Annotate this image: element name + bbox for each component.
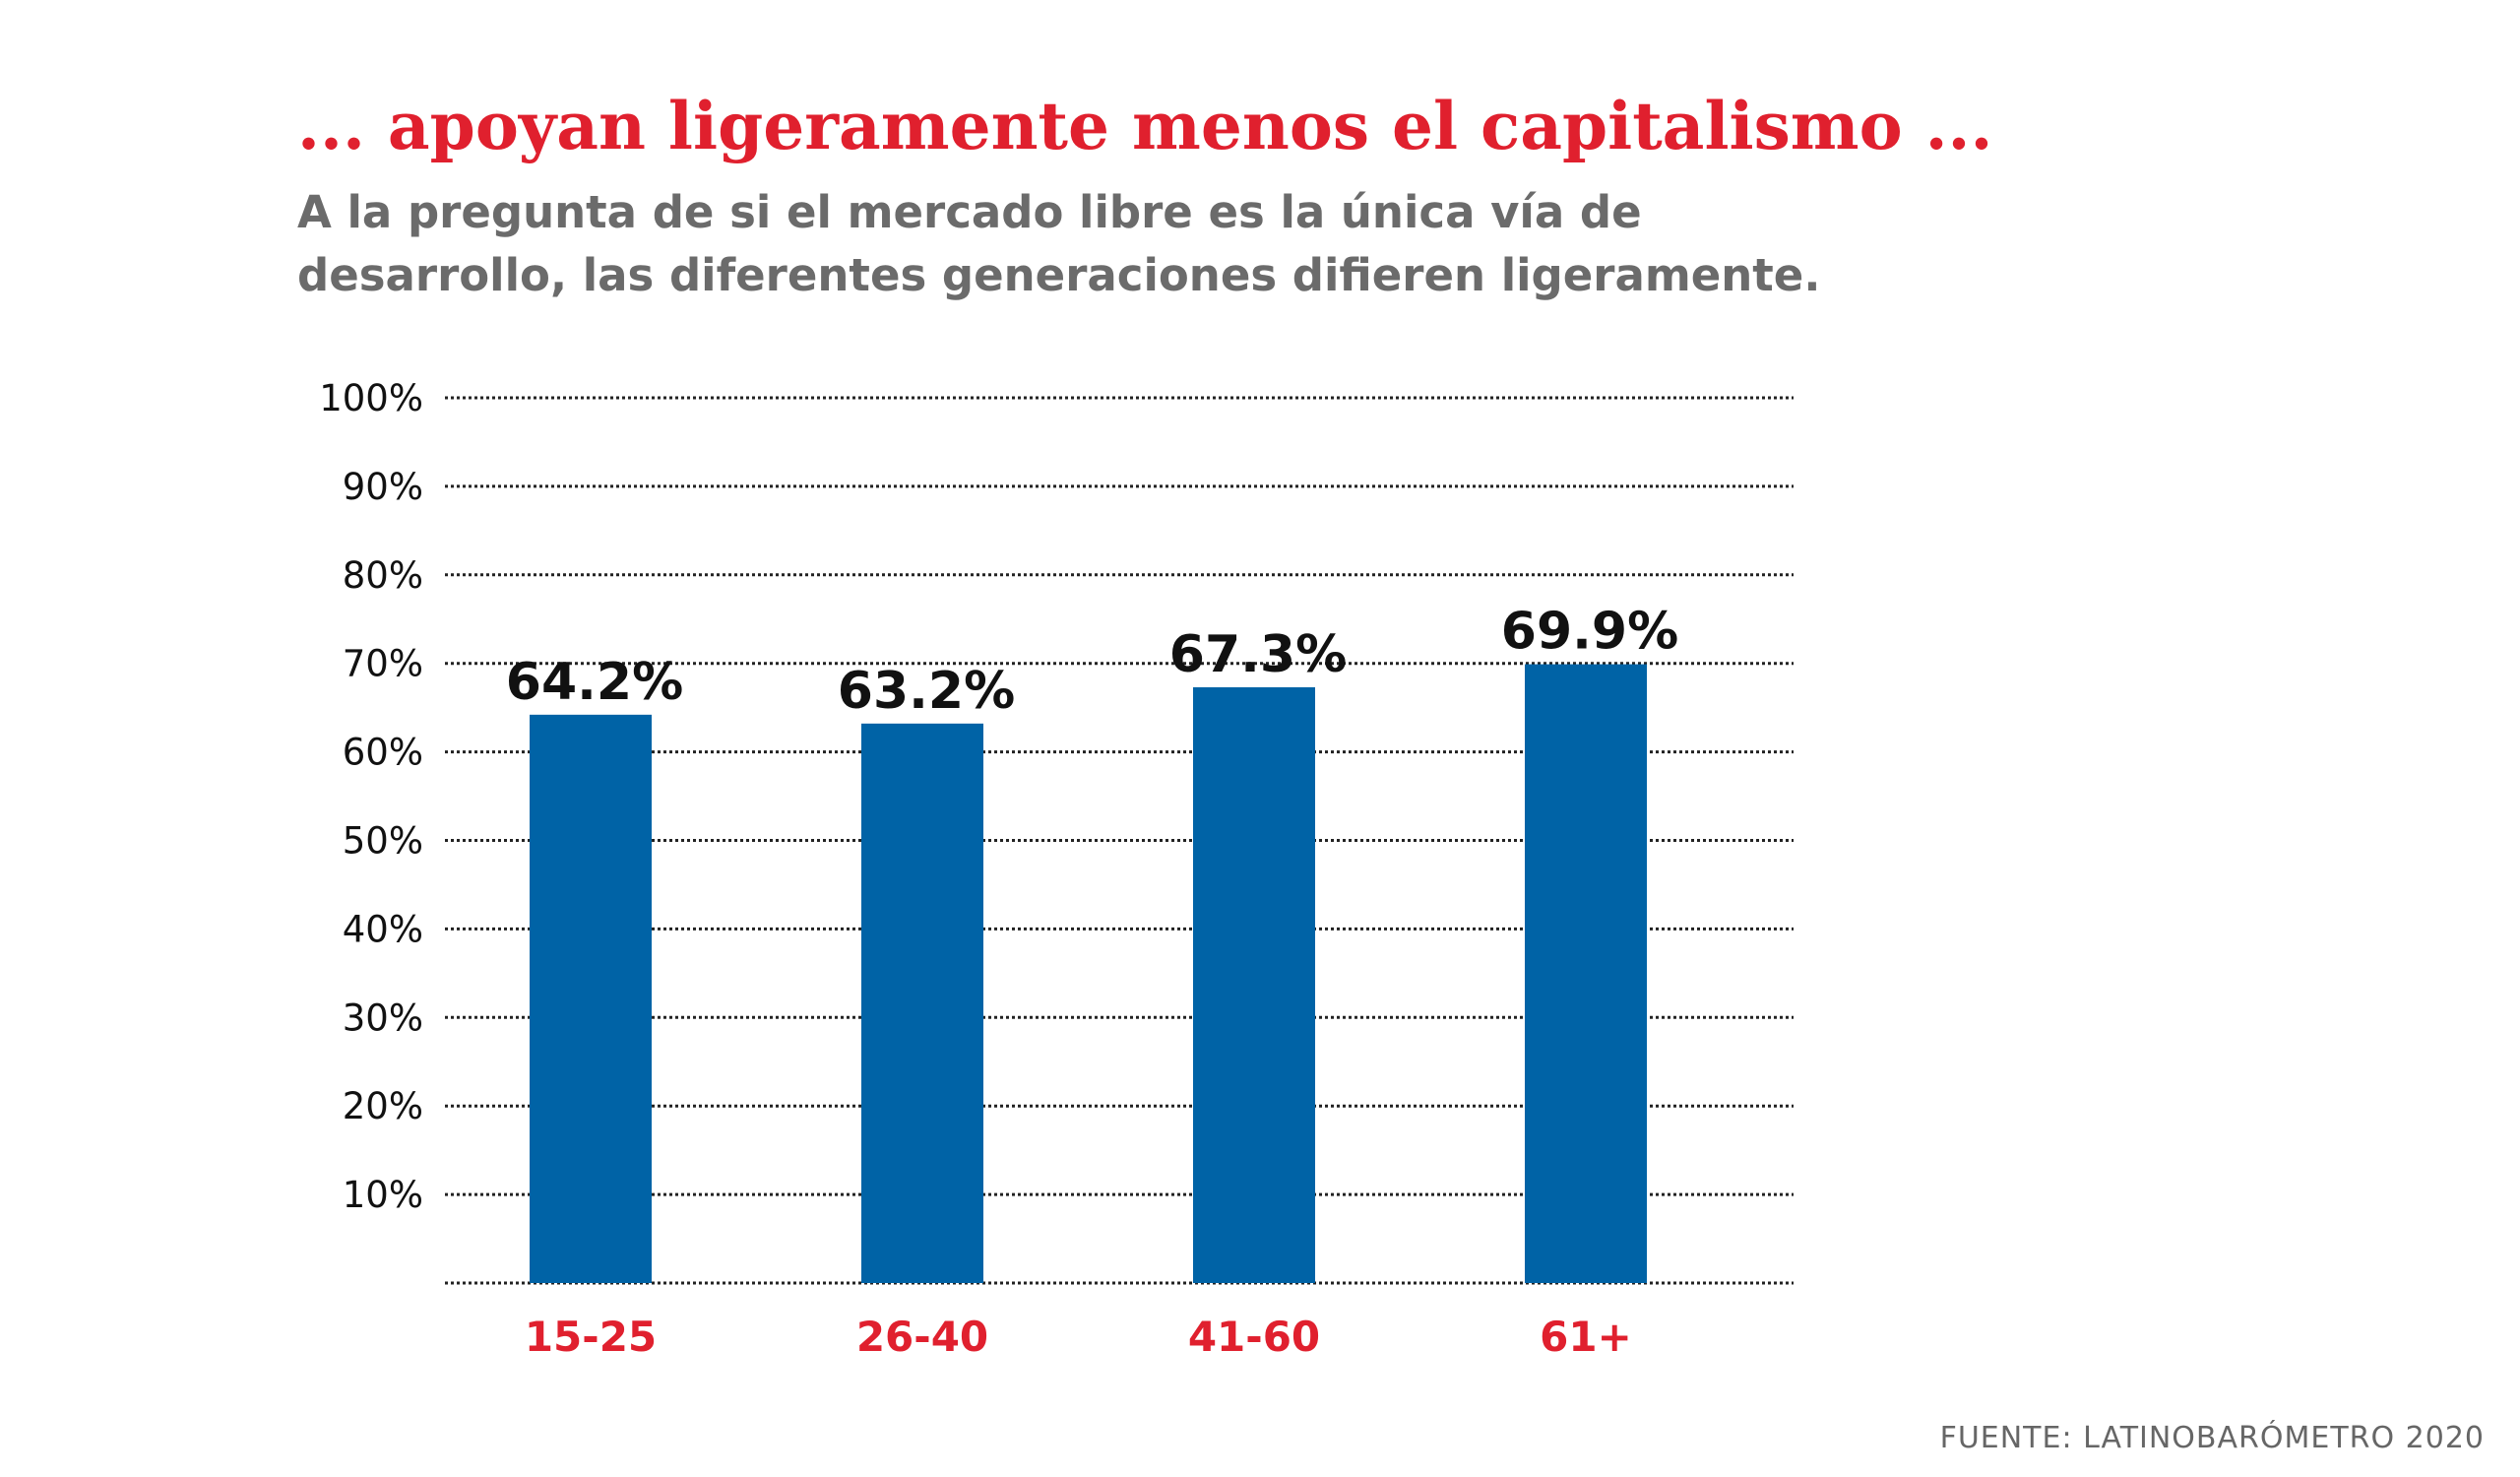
chart-title: ... apoyan ligeramente menos el capitali… bbox=[297, 88, 1993, 164]
bar bbox=[530, 714, 652, 1283]
value-labels: 64.2% 63.2% 67.3% 69.9% bbox=[506, 603, 1678, 721]
x-tick-label: 26-40 bbox=[856, 1313, 988, 1361]
x-tick-label: 41-60 bbox=[1188, 1313, 1320, 1361]
bar bbox=[1193, 686, 1315, 1283]
y-axis-tick-labels: 10% 20% 30% 40% 50% 60% 70% 80% 90% 100% bbox=[319, 377, 423, 1216]
y-tick-label: 10% bbox=[343, 1174, 423, 1216]
y-tick-label: 80% bbox=[343, 554, 423, 597]
value-label: 64.2% bbox=[506, 653, 683, 712]
value-label: 63.2% bbox=[838, 662, 1015, 721]
y-tick-label: 40% bbox=[343, 908, 423, 950]
bar bbox=[861, 723, 983, 1283]
value-label: 67.3% bbox=[1169, 625, 1347, 684]
y-tick-label: 90% bbox=[343, 466, 423, 508]
bars bbox=[530, 664, 1647, 1283]
value-label: 69.9% bbox=[1501, 603, 1678, 662]
y-tick-label: 20% bbox=[343, 1085, 423, 1127]
y-tick-label: 70% bbox=[343, 643, 423, 685]
bar bbox=[1525, 664, 1647, 1283]
y-tick-label: 50% bbox=[343, 820, 423, 863]
chart-subtitle: A la pregunta de si el mercado libre es … bbox=[297, 186, 1821, 301]
y-tick-label: 60% bbox=[343, 732, 423, 774]
y-tick-label: 100% bbox=[319, 377, 423, 419]
x-tick-label: 15-25 bbox=[525, 1313, 657, 1361]
source-note: FUENTE: LATINOBARÓMETRO 2020 bbox=[1939, 1421, 2485, 1455]
x-tick-label: 61+ bbox=[1540, 1313, 1632, 1361]
y-tick-label: 30% bbox=[343, 996, 423, 1039]
x-axis-tick-labels: 15-25 26-40 41-60 61+ bbox=[525, 1313, 1632, 1361]
